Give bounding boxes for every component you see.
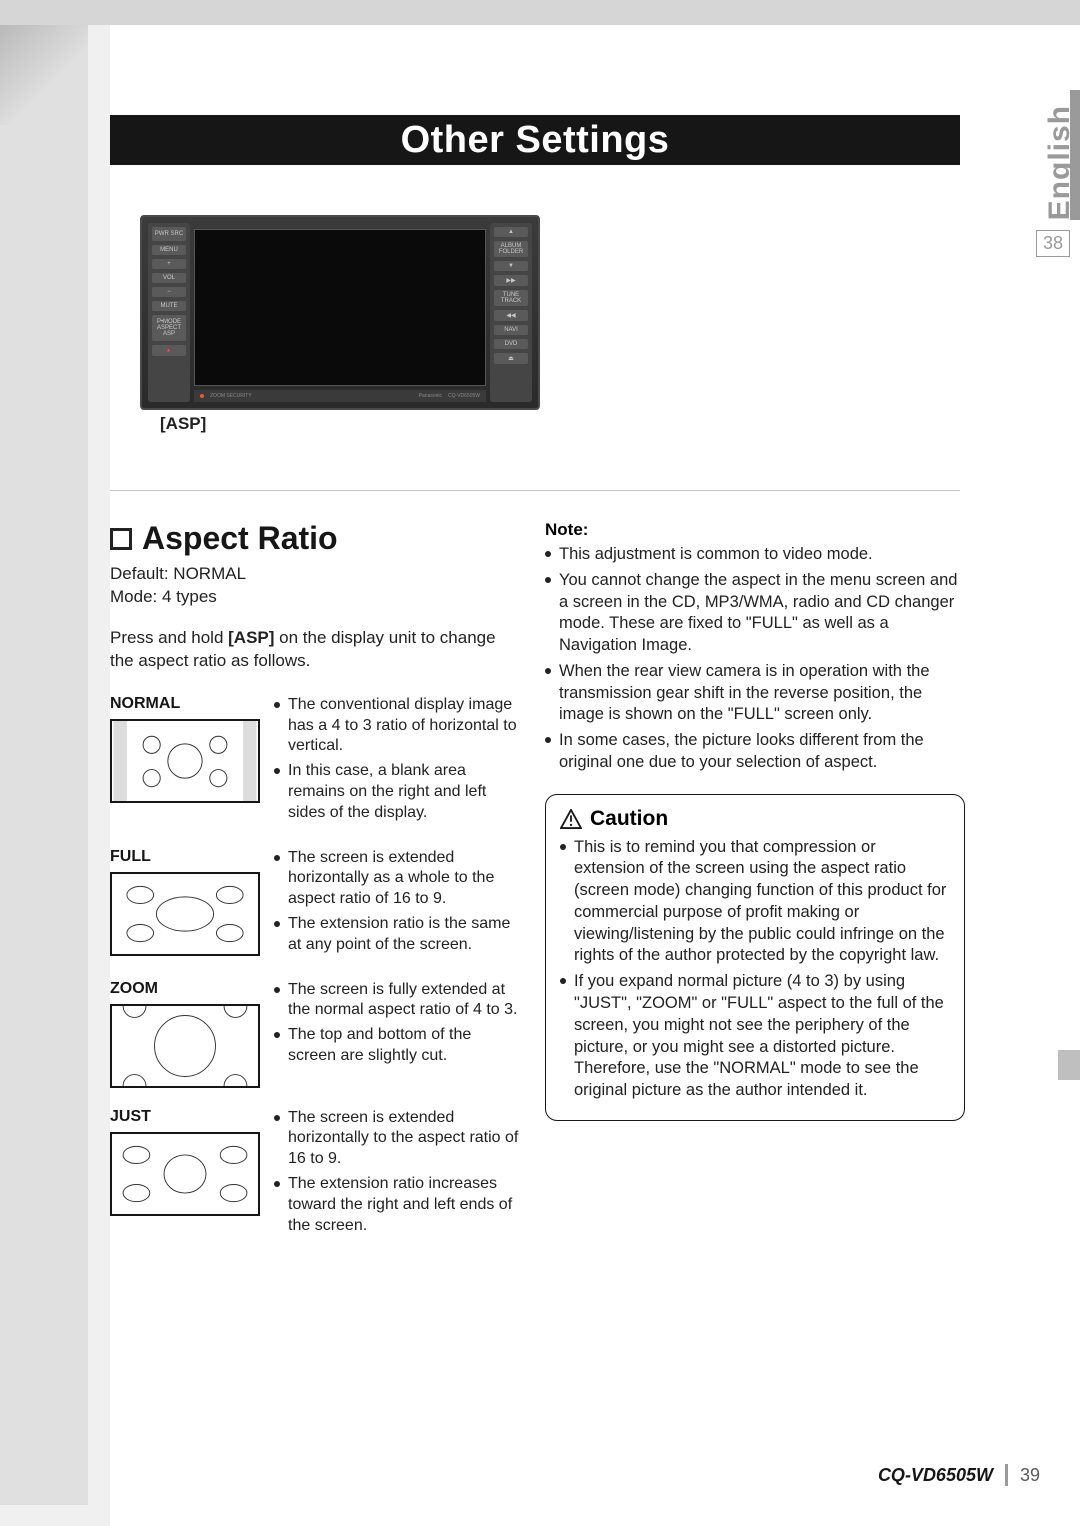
mode-bullet: The extension ratio increases toward the…: [274, 1174, 520, 1236]
mode-label: JUST: [110, 1108, 260, 1126]
warning-triangle-icon: [560, 809, 582, 829]
device-left-btn-3: VOL: [152, 273, 186, 283]
caution-item: This is to remind you that compression o…: [560, 837, 950, 968]
bottom-label-1: Panasonic: [419, 393, 442, 399]
note-list: This adjustment is common to video mode.…: [545, 544, 965, 774]
device-left-bezel: PWR SRC MENU + VOL − MUTE P•MODE ASPECT ASP 🔺: [148, 223, 190, 402]
mode-bullet: In this case, a blank area remains on th…: [274, 761, 520, 823]
device-right-bezel: ▲ ALBUM FOLDER ▼ ▶▶ TUNE TRACK ◀◀ NAVI DVD ⏏: [490, 223, 532, 402]
bottom-label-2: CQ-VD6505W: [448, 393, 480, 399]
device-screen: [194, 229, 486, 386]
device-left-btn-1: MENU: [152, 245, 186, 255]
section-title-row: Aspect Ratio: [110, 520, 520, 557]
device-right-btn-7: DVD: [494, 339, 528, 349]
device-left-btn-7: 🔺: [152, 345, 186, 356]
device-right-btn-6: NAVI: [494, 325, 528, 335]
device-right-btn-0: ▲: [494, 227, 528, 237]
device-mockup: PWR SRC MENU + VOL − MUTE P•MODE ASPECT ASP 🔺 ▲…: [140, 215, 540, 410]
instruction-text: Press and hold [ASP] on the display unit…: [110, 627, 520, 673]
mode-block-full: FULL The screen is extended horizontally …: [110, 848, 520, 960]
mode-thumb-normal: [110, 719, 260, 803]
footer-divider: [1005, 1464, 1008, 1486]
left-column: Aspect Ratio Default: NORMAL Mode: 4 typ…: [110, 520, 520, 1260]
divider: [110, 490, 960, 491]
note-item: You cannot change the aspect in the menu…: [545, 570, 965, 657]
mode-thumb-just: [110, 1132, 260, 1216]
note-item: This adjustment is common to video mode.: [545, 544, 965, 566]
caution-item: If you expand normal picture (4 to 3) by…: [560, 971, 950, 1102]
device-left-btn-6: P•MODE ASPECT ASP: [152, 315, 186, 341]
instruction-bold: [ASP]: [228, 628, 274, 647]
footer-page-number: 39: [1020, 1465, 1040, 1486]
device-bottom-strip: ZOOM SECURITY Panasonic CQ-VD6505W: [194, 390, 486, 402]
language-label: English: [1043, 105, 1077, 220]
mode-bullets: The screen is extended horizontally as a…: [274, 848, 520, 960]
mode-bullet: The conventional display image has a 4 t…: [274, 695, 520, 757]
mode-bullets: The screen is fully extended at the norm…: [274, 980, 520, 1088]
language-tab: English: [1040, 90, 1080, 220]
mode-block-just: JUST The screen is extended horizontally …: [110, 1108, 520, 1241]
device-right-btn-3: ▶▶: [494, 275, 528, 286]
model-number: CQ-VD6505W: [878, 1465, 993, 1486]
mode-block-zoom: ZOOM The screen is fully extended at the …: [110, 980, 520, 1088]
caution-heading-row: Caution: [560, 807, 950, 831]
right-column: Note: This adjustment is common to video…: [545, 520, 965, 1121]
note-item: When the rear view camera is in operatio…: [545, 661, 965, 726]
note-heading: Note:: [545, 520, 965, 540]
instruction-pre: Press and hold: [110, 628, 228, 647]
default-label: Default: NORMAL: [110, 563, 520, 586]
device-left-btn-0: PWR SRC: [152, 227, 186, 241]
device-right-btn-5: ◀◀: [494, 310, 528, 321]
bottom-label-0: ZOOM SECURITY: [210, 393, 252, 399]
mode-bullets: The screen is extended horizontally to t…: [274, 1108, 520, 1241]
power-led-icon: [200, 394, 204, 398]
device-right-btn-4: TUNE TRACK: [494, 290, 528, 306]
device-right-btn-2: ▼: [494, 261, 528, 271]
mode-bullets: The conventional display image has a 4 t…: [274, 695, 520, 828]
device-left-btn-2: +: [152, 259, 186, 269]
heading-checkbox-icon: [110, 528, 132, 550]
left-margin-inner: [0, 25, 88, 1505]
mode-label: NORMAL: [110, 695, 260, 713]
device-left-btn-4: −: [152, 287, 186, 297]
device-right-btn-8: ⏏: [494, 353, 528, 364]
mode-thumb-zoom: [110, 1004, 260, 1088]
mode-label: ZOOM: [110, 980, 260, 998]
page-number-box: 38: [1036, 230, 1070, 257]
caution-heading: Caution: [590, 807, 668, 831]
section-meta: Default: NORMAL Mode: 4 types: [110, 563, 520, 609]
mode-block-normal: NORMAL The conventional display image has…: [110, 695, 520, 828]
page-title: Other Settings: [110, 115, 960, 165]
mode-bullet: The screen is extended horizontally as a…: [274, 848, 520, 910]
note-item: In some cases, the picture looks differe…: [545, 730, 965, 774]
footer: CQ-VD6505W 39: [878, 1464, 1040, 1486]
caution-list: This is to remind you that compression o…: [560, 837, 950, 1102]
mode-bullet: The screen is fully extended at the norm…: [274, 980, 520, 1022]
mode-bullet: The extension ratio is the same at any p…: [274, 914, 520, 956]
corner-fade: [0, 25, 88, 125]
mode-thumb-full: [110, 872, 260, 956]
device-right-btn-1: ALBUM FOLDER: [494, 241, 528, 257]
top-margin: [0, 0, 1080, 25]
side-tab-marker: [1058, 1050, 1080, 1080]
mode-bullet: The top and bottom of the screen are sli…: [274, 1025, 520, 1067]
device-caption: [ASP]: [160, 414, 206, 434]
mode-label: FULL: [110, 848, 260, 866]
device-left-btn-5: MUTE: [152, 301, 186, 311]
section-heading: Aspect Ratio: [142, 520, 338, 557]
mode-bullet: The screen is extended horizontally to t…: [274, 1108, 520, 1170]
mode-label: Mode: 4 types: [110, 586, 520, 609]
caution-box: Caution This is to remind you that compr…: [545, 794, 965, 1121]
